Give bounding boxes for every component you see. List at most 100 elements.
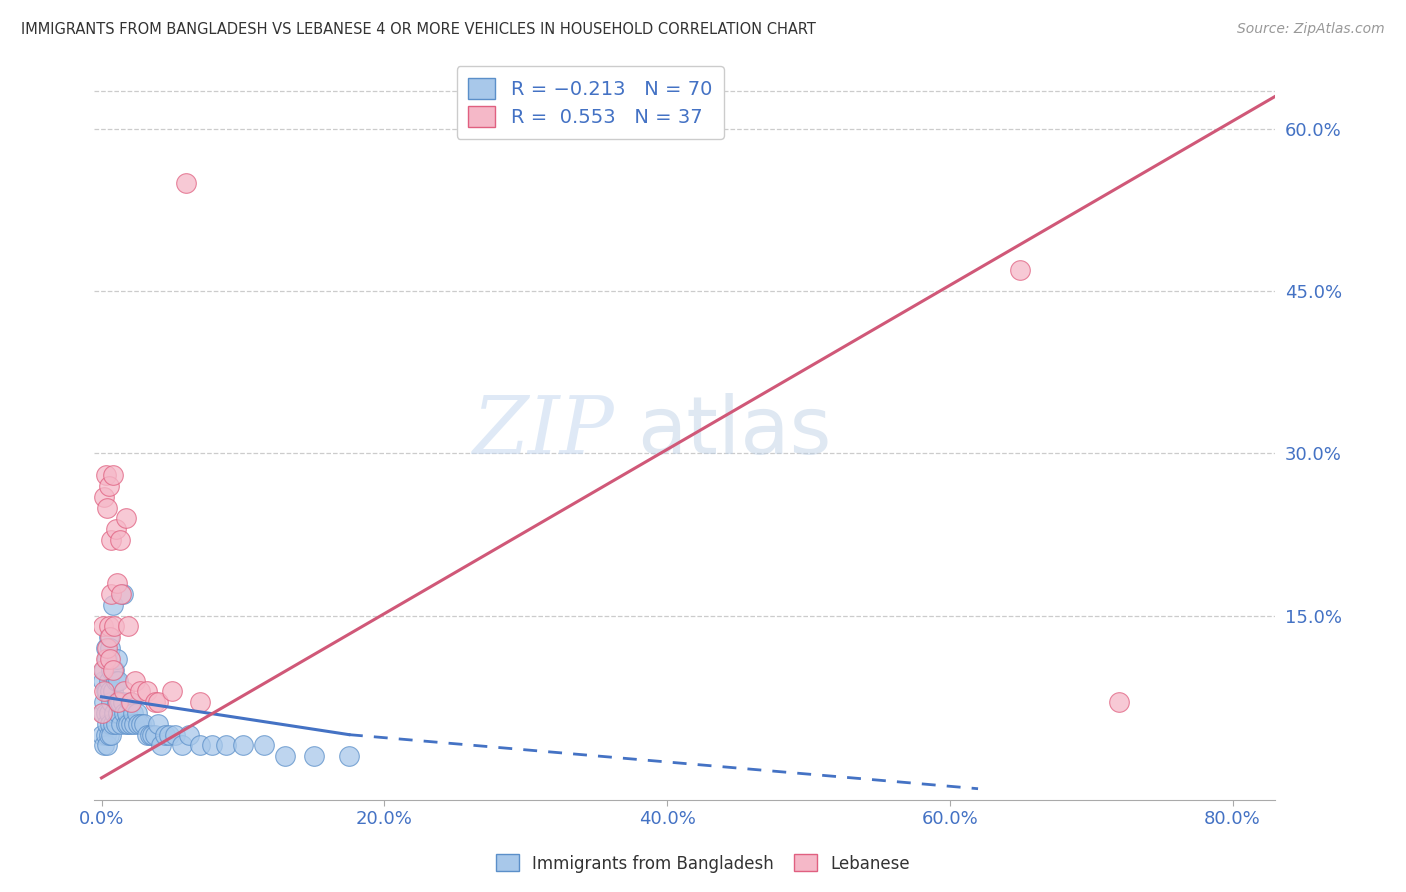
Point [97,479,120,493]
Point [118,695,141,709]
Point [94,641,117,656]
Point [101,468,124,483]
Point [105,652,128,666]
Point [93,684,115,698]
Point [337,749,360,764]
Point [98,641,121,656]
Point [112,684,135,698]
Point [157,728,180,742]
Point [115,706,138,720]
Point [172,739,194,753]
Point [90,706,112,720]
Point [253,739,276,753]
Point [94,468,117,483]
Point [274,749,297,764]
Point [120,695,142,709]
Point [94,728,117,742]
Point [107,673,129,688]
Point [122,716,145,731]
Point [114,511,136,525]
Point [100,663,122,677]
Point [101,716,124,731]
Point [91,706,114,720]
Point [160,684,183,698]
Point [108,533,131,547]
Point [143,728,166,742]
Point [94,652,117,666]
Point [201,739,224,753]
Point [96,716,118,731]
Legend: Immigrants from Bangladesh, Lebanese: Immigrants from Bangladesh, Lebanese [489,847,917,880]
Point [103,663,125,677]
Point [103,706,125,720]
Point [100,533,122,547]
Point [110,716,132,731]
Point [93,739,115,753]
Legend: R = −0.213   N = 70, R =  0.553   N = 37: R = −0.213 N = 70, R = 0.553 N = 37 [457,66,724,139]
Point [190,739,212,753]
Point [121,706,143,720]
Point [93,695,115,709]
Point [1108,695,1130,709]
Point [107,695,129,709]
Point [176,176,198,190]
Point [91,673,114,688]
Point [138,728,160,742]
Point [232,739,254,753]
Point [101,663,124,677]
Point [125,706,148,720]
Point [127,716,149,731]
Point [114,716,136,731]
Text: atlas: atlas [637,392,832,471]
Point [107,706,129,720]
Point [96,500,118,515]
Point [190,695,212,709]
Point [101,598,124,612]
Point [98,684,121,698]
Point [97,630,120,644]
Point [153,728,176,742]
Point [302,749,325,764]
Point [129,716,152,731]
Point [135,684,157,698]
Point [98,652,121,666]
Point [93,490,115,504]
Point [104,716,127,731]
Point [96,684,118,698]
Point [98,716,121,731]
Point [141,728,163,742]
Point [179,728,201,742]
Text: IMMIGRANTS FROM BANGLADESH VS LEBANESE 4 OR MORE VEHICLES IN HOUSEHOLD CORRELATI: IMMIGRANTS FROM BANGLADESH VS LEBANESE 4… [21,22,815,37]
Point [117,619,139,633]
Point [124,673,146,688]
Point [132,716,155,731]
Point [104,522,127,536]
Text: Source: ZipAtlas.com: Source: ZipAtlas.com [1237,22,1385,37]
Point [101,684,124,698]
Point [91,663,114,677]
Point [163,728,186,742]
Point [111,695,134,709]
Point [104,673,127,688]
Point [149,739,172,753]
Point [94,706,117,720]
Point [146,695,169,709]
Point [94,684,117,698]
Point [96,641,118,656]
Point [105,695,128,709]
Point [96,652,118,666]
Point [98,630,121,644]
Point [215,739,238,753]
Point [110,587,132,601]
Point [91,619,114,633]
Point [111,587,134,601]
Point [100,728,122,742]
Point [100,587,122,601]
Point [146,716,169,731]
Point [93,663,115,677]
Point [97,706,120,720]
Point [1010,262,1032,277]
Point [90,728,112,742]
Point [120,716,142,731]
Point [117,716,139,731]
